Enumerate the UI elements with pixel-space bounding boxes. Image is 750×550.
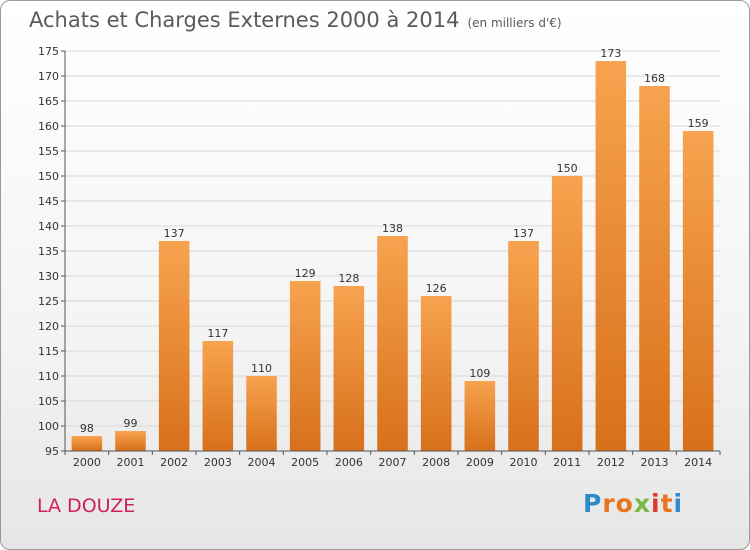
y-tick-label: 165: [38, 95, 59, 108]
proxiti-logo: Proxiti: [583, 489, 683, 518]
y-tick-label: 105: [38, 395, 59, 408]
value-label-2014: 159: [688, 117, 709, 130]
bar-2009: [464, 381, 496, 451]
x-tick-label-2008: 2008: [422, 456, 450, 469]
y-tick-label: 175: [38, 45, 59, 58]
x-tick-label-2009: 2009: [466, 456, 494, 469]
x-tick-label-2006: 2006: [335, 456, 363, 469]
value-label-2001: 99: [124, 417, 138, 430]
title-unit: (en milliers d'€): [467, 16, 562, 30]
value-label-2006: 128: [338, 272, 359, 285]
commune-name: LA DOUZE: [37, 495, 136, 517]
value-label-2009: 109: [469, 367, 490, 380]
value-label-2012: 173: [600, 47, 621, 60]
bar-2007: [377, 236, 408, 451]
bar-2001: [115, 431, 146, 451]
x-tick-label-2014: 2014: [684, 456, 712, 469]
x-tick-label-2010: 2010: [510, 456, 538, 469]
bar-2012: [595, 61, 627, 451]
x-axis: 2000 2001 2002 2003 2004 2005 2006 2007 2008 2009…: [64, 450, 721, 469]
bar-2011: [551, 176, 583, 451]
value-label-2007: 138: [382, 222, 403, 235]
y-tick-label: 135: [38, 245, 59, 258]
logo-letter: t: [660, 489, 674, 518]
y-axis: 95 100 105 110 115 120 125 130 135 140 145 150 155 16…: [38, 45, 66, 458]
y-tick-label: 125: [38, 295, 59, 308]
x-tick-label-2000: 2000: [73, 456, 101, 469]
x-tick-label-2001: 2001: [117, 456, 145, 469]
value-label-2003: 117: [207, 327, 228, 340]
value-label-2008: 126: [426, 282, 447, 295]
logo-letter: i: [673, 489, 684, 518]
value-label-2005: 129: [295, 267, 316, 280]
y-tick-label: 100: [38, 420, 59, 433]
bar-2013: [639, 86, 670, 451]
value-label-2013: 168: [644, 72, 665, 85]
value-label-2002: 137: [164, 227, 185, 240]
x-tick-label-2013: 2013: [641, 456, 669, 469]
y-tick-label: 95: [45, 445, 59, 458]
x-tick-label-2007: 2007: [379, 456, 407, 469]
chart-title: Achats et Charges Externes 2000 à 2014 (e…: [29, 8, 562, 32]
y-tick-label: 155: [38, 145, 59, 158]
y-tick-label: 145: [38, 195, 59, 208]
logo-letter: r: [602, 489, 616, 518]
logo-letter: i: [651, 489, 661, 518]
bar-2002: [158, 241, 190, 451]
logo-letter: x: [633, 489, 651, 518]
bar-2014: [682, 131, 714, 451]
value-label-2004: 110: [251, 362, 272, 375]
y-tick-label: 150: [38, 170, 59, 183]
x-tick-label-2012: 2012: [597, 456, 625, 469]
logo-letter: o: [615, 489, 634, 518]
value-label-2010: 137: [513, 227, 534, 240]
x-tick-label-2004: 2004: [248, 456, 276, 469]
title-main: Achats et Charges Externes 2000 à 2014: [29, 8, 460, 32]
x-tick-label-2011: 2011: [553, 456, 581, 469]
y-tick-label: 160: [38, 120, 59, 133]
y-tick-label: 130: [38, 270, 59, 283]
bar-2000: [71, 436, 103, 451]
bar-2006: [333, 286, 365, 451]
y-tick-label: 170: [38, 70, 59, 83]
bar-2003: [202, 341, 234, 451]
y-tick-label: 115: [38, 345, 59, 358]
bar-2004: [246, 376, 277, 451]
logo-letter: P: [583, 489, 603, 518]
x-tick-label-2003: 2003: [204, 456, 232, 469]
y-tick-label: 140: [38, 220, 59, 233]
x-tick-label-2002: 2002: [160, 456, 188, 469]
bar-2010: [508, 241, 539, 451]
value-labels: 98 99 137 117 110 129 128 138 126 109 137 150 173 168…: [80, 47, 709, 435]
y-tick-label: 120: [38, 320, 59, 333]
bar-2008: [420, 296, 452, 451]
bars: [71, 61, 714, 451]
bar-2005: [289, 281, 321, 451]
value-label-2000: 98: [80, 422, 94, 435]
y-tick-label: 110: [38, 370, 59, 383]
x-tick-label-2005: 2005: [291, 456, 319, 469]
value-label-2011: 150: [557, 162, 578, 175]
